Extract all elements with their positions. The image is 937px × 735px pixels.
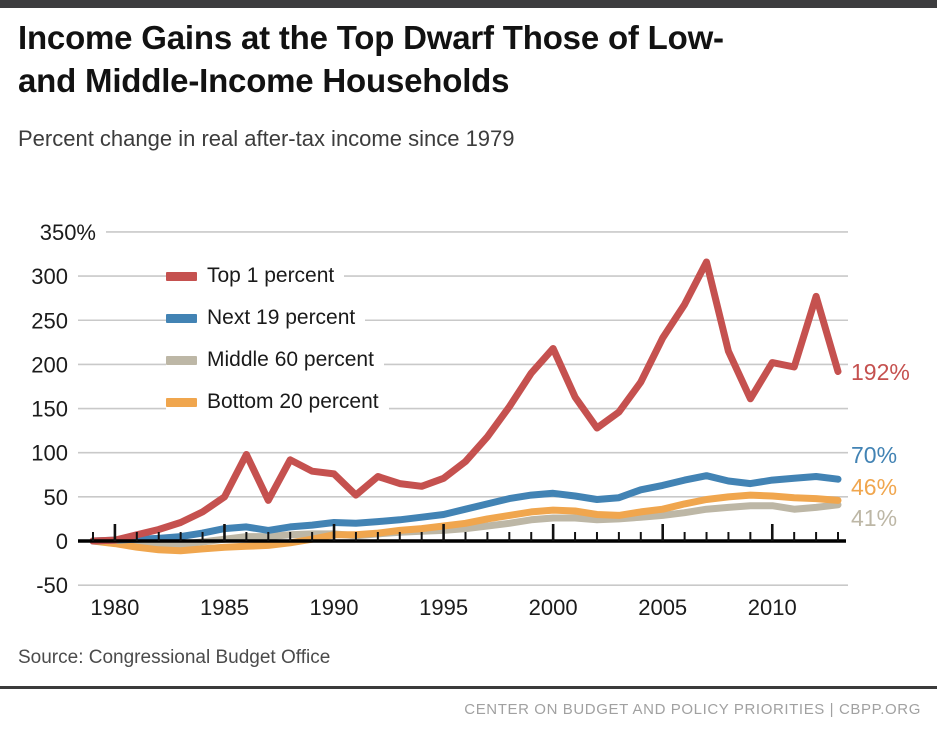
x-tick-label: 1980 [90, 595, 139, 620]
source-note: Source: Congressional Budget Office [18, 647, 331, 668]
y-tick-label: 250 [31, 308, 68, 333]
chart-title: Income Gains at the Top Dwarf Those of L… [18, 16, 918, 102]
top-accent-bar [0, 0, 937, 8]
y-tick-label: 100 [31, 441, 68, 466]
legend-swatch-bottom-20-percent-icon [166, 397, 197, 407]
y-tick-label: 200 [31, 352, 68, 377]
y-tick-label: 0 [56, 529, 68, 554]
footer-credit: CENTER ON BUDGET AND POLICY PRIORITIES |… [464, 701, 921, 718]
legend-item-middle-60-percent: Middle 60 percent [166, 348, 384, 372]
series-line-top-1-percent [89, 258, 842, 545]
series-line-next-19-percent [89, 472, 842, 545]
series-end-label-next-19-percent: 70% [851, 442, 898, 469]
x-tick-label: 2010 [748, 595, 797, 620]
series-end-label-middle-60-percent: 41% [851, 504, 898, 531]
chart-legend: Top 1 percent Next 19 percent Middle 60 … [166, 264, 389, 432]
legend-swatch-top-1-percent-icon [166, 271, 197, 281]
series-line-bottom-20-percent [89, 491, 842, 555]
legend-item-bottom-20-percent: Bottom 20 percent [166, 390, 389, 414]
legend-label-top-1-percent: Top 1 percent [207, 264, 335, 287]
x-tick-label: 1990 [310, 595, 359, 620]
y-tick-label: 350% [40, 220, 96, 245]
legend-label-next-19-percent: Next 19 percent [207, 306, 356, 329]
y-tick-label: 150 [31, 397, 68, 422]
y-tick-label: 300 [31, 264, 68, 289]
x-tick-label: 2000 [529, 595, 578, 620]
series-end-label-top-1-percent: 192% [851, 359, 910, 386]
x-tick-label: 1995 [419, 595, 468, 620]
x-tick-label: 1985 [200, 595, 249, 620]
footer-divider [0, 686, 937, 689]
chart-subtitle: Percent change in real after-tax income … [18, 126, 515, 151]
legend-item-next-19-percent: Next 19 percent [166, 306, 366, 330]
y-tick-label: -50 [36, 573, 68, 598]
chart-title-line1: Income Gains at the Top Dwarf Those of L… [18, 19, 724, 56]
legend-item-top-1-percent: Top 1 percent [166, 264, 345, 288]
legend-label-middle-60-percent: Middle 60 percent [207, 348, 374, 371]
x-tick-label: 2005 [638, 595, 687, 620]
legend-swatch-next-19-percent-icon [166, 313, 197, 323]
chart-title-line2: and Middle-Income Households [18, 62, 510, 99]
legend-swatch-middle-60-percent-icon [166, 355, 197, 365]
legend-label-bottom-20-percent: Bottom 20 percent [207, 390, 379, 413]
y-tick-label: 50 [44, 485, 68, 510]
series-end-label-bottom-20-percent: 46% [851, 474, 898, 501]
